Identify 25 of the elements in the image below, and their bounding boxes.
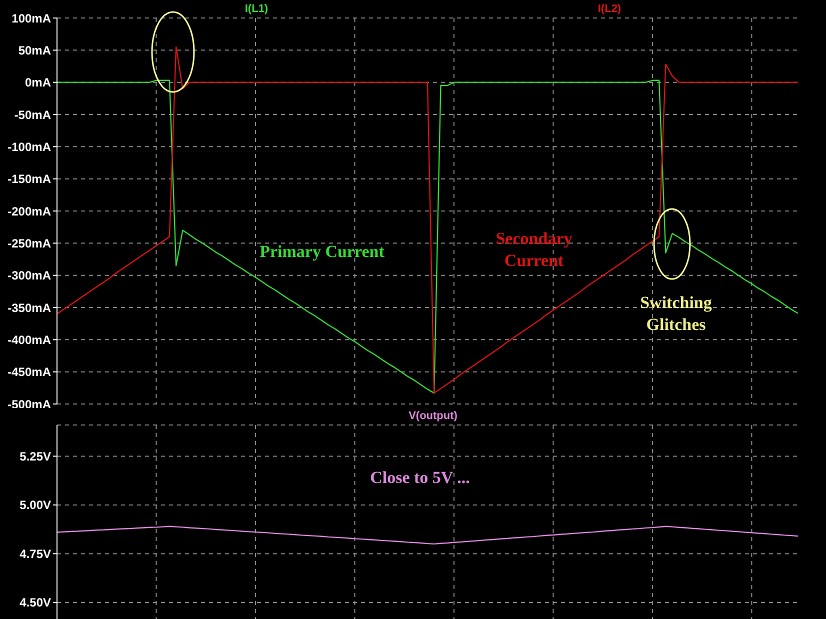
- text: I(L2): [598, 3, 622, 15]
- annotation: Switching Glitches: [640, 292, 712, 334]
- y-tick-label: -450mA: [8, 365, 52, 380]
- annotation: Primary Current: [260, 242, 385, 261]
- y-tick-label: 5.00V: [20, 498, 51, 512]
- y-tick-label: -500mA: [8, 397, 52, 412]
- y-tick-label: -100mA: [8, 140, 52, 154]
- text: I(L1): [244, 3, 268, 15]
- y-tick-label: -50mA: [14, 108, 52, 122]
- y-tick-label: 100mA: [12, 11, 52, 26]
- annotation: Secondary Current: [496, 228, 573, 270]
- text: V(output): [408, 410, 458, 422]
- y-tick-label: -350mA: [8, 300, 52, 315]
- y-tick-label: 4.50V: [20, 596, 51, 610]
- y-tick-label: -150mA: [8, 172, 52, 186]
- line-series: [57, 526, 798, 545]
- y-tick-label: -400mA: [8, 332, 52, 347]
- y-tick-label: -300mA: [8, 268, 52, 283]
- y-tick-label: 50mA: [18, 43, 52, 58]
- y-tick-label: 4.75V: [20, 546, 51, 561]
- y-tick-label: 0mA: [24, 76, 52, 90]
- annotation: Close to 5V ...: [370, 468, 470, 487]
- y-tick-label: 5.25V: [20, 449, 51, 464]
- y-tick-label: -200mA: [8, 204, 52, 218]
- y-tick-label: -250mA: [8, 236, 52, 250]
